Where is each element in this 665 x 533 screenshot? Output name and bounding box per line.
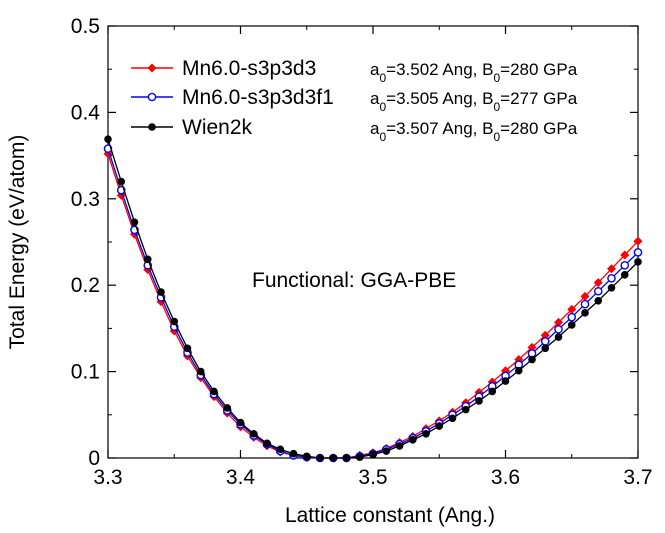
series-line — [107, 153, 639, 459]
data-point — [620, 271, 629, 279]
data-point — [501, 377, 510, 385]
legend-item: Mn6.0-s3p3d3f1 a0=3.505 Ang, B0=277 GPa — [131, 86, 578, 114]
series-2 — [103, 144, 643, 463]
data-point — [580, 299, 590, 309]
data-point — [567, 312, 577, 322]
data-point — [157, 288, 165, 296]
data-point — [196, 367, 205, 376]
tick-labels: 3.3 3.4 3.5 3.6 3.7 0 0.1 0.2 0.3 0.4 0.5 — [71, 15, 653, 489]
data-point — [183, 344, 192, 353]
y-tick-label: 0 — [88, 447, 100, 470]
data-point — [594, 296, 603, 305]
series-3 — [104, 135, 642, 462]
x-tick-label: 3.5 — [358, 466, 387, 489]
legend-item: Wien2k a0=3.507 Ang, B0=280 GPa — [131, 116, 578, 144]
x-axis-title: Lattice constant (Ang.) — [285, 504, 495, 527]
data-point — [581, 309, 589, 317]
legend-label: Mn6.0-s3p3d3f1 — [182, 86, 334, 109]
data-point — [541, 344, 550, 353]
data-point — [606, 264, 617, 274]
data-point — [554, 324, 563, 334]
data-point — [435, 422, 444, 430]
y-tick-label: 0.5 — [71, 15, 100, 38]
data-point — [355, 453, 364, 461]
legend-label: Wien2k — [182, 116, 253, 139]
x-tick-label: 3.6 — [491, 466, 520, 489]
data-point — [302, 452, 311, 461]
data-point — [263, 439, 271, 448]
data-point — [514, 366, 523, 375]
data-point — [475, 397, 483, 405]
data-point — [342, 454, 351, 462]
x-tick-label: 3.4 — [226, 466, 256, 489]
legend-marker — [148, 123, 156, 131]
data-point — [210, 387, 218, 396]
series-line — [107, 148, 639, 459]
data-point — [369, 450, 377, 459]
data-point — [593, 278, 603, 288]
data-point — [316, 454, 324, 462]
data-point — [633, 236, 643, 246]
data-point — [408, 436, 417, 444]
functional-annotation: Functional: GGA-PBE — [252, 269, 456, 292]
data-point — [143, 255, 152, 264]
series-line — [107, 138, 639, 459]
data-point — [567, 321, 576, 329]
data-point — [117, 177, 126, 186]
data-point — [540, 337, 550, 346]
series-layer — [103, 135, 643, 463]
fit-parameters: a0=3.502 Ang, B0=280 GPa — [370, 60, 578, 85]
legend: Mn6.0-s3p3d3 a0=3.502 Ang, B0=280 GPaMn6.… — [131, 57, 578, 144]
data-point — [554, 333, 563, 341]
data-point — [395, 442, 404, 450]
data-point — [422, 430, 430, 438]
data-point — [170, 317, 179, 326]
fit-parameters: a0=3.505 Ang, B0=277 GPa — [370, 89, 578, 114]
data-point — [104, 135, 112, 143]
series-1 — [103, 149, 643, 463]
legend-item: Mn6.0-s3p3d3 a0=3.502 Ang, B0=280 GPa — [131, 57, 578, 85]
data-point — [223, 404, 232, 412]
x-tick-label: 3.3 — [93, 466, 122, 489]
data-point — [130, 218, 139, 226]
data-point — [633, 248, 643, 257]
y-tick-label: 0.3 — [71, 188, 100, 211]
data-point — [620, 261, 630, 270]
data-point — [382, 447, 391, 455]
data-point — [593, 286, 603, 296]
legend-marker — [147, 92, 157, 102]
data-point — [448, 414, 457, 423]
y-tick-label: 0.4 — [71, 101, 101, 124]
legend-label: Mn6.0-s3p3d3 — [182, 57, 316, 80]
legend-marker — [147, 63, 157, 73]
y-tick-label: 0.2 — [71, 274, 100, 297]
data-point — [236, 418, 245, 427]
data-point — [488, 387, 497, 396]
data-point — [461, 405, 470, 414]
data-point — [607, 283, 616, 292]
data-point — [634, 258, 642, 266]
fit-parameters: a0=3.507 Ang, B0=280 GPa — [370, 119, 578, 144]
data-point — [607, 273, 616, 283]
data-point — [276, 445, 285, 454]
data-point — [528, 355, 536, 364]
data-point — [329, 454, 338, 462]
data-point — [289, 449, 298, 458]
x-tick-label: 3.7 — [623, 466, 652, 489]
data-point — [620, 250, 630, 260]
y-axis-title: Total Energy (eV/atom) — [6, 135, 29, 350]
data-point — [249, 430, 258, 438]
y-tick-label: 0.1 — [71, 361, 100, 384]
